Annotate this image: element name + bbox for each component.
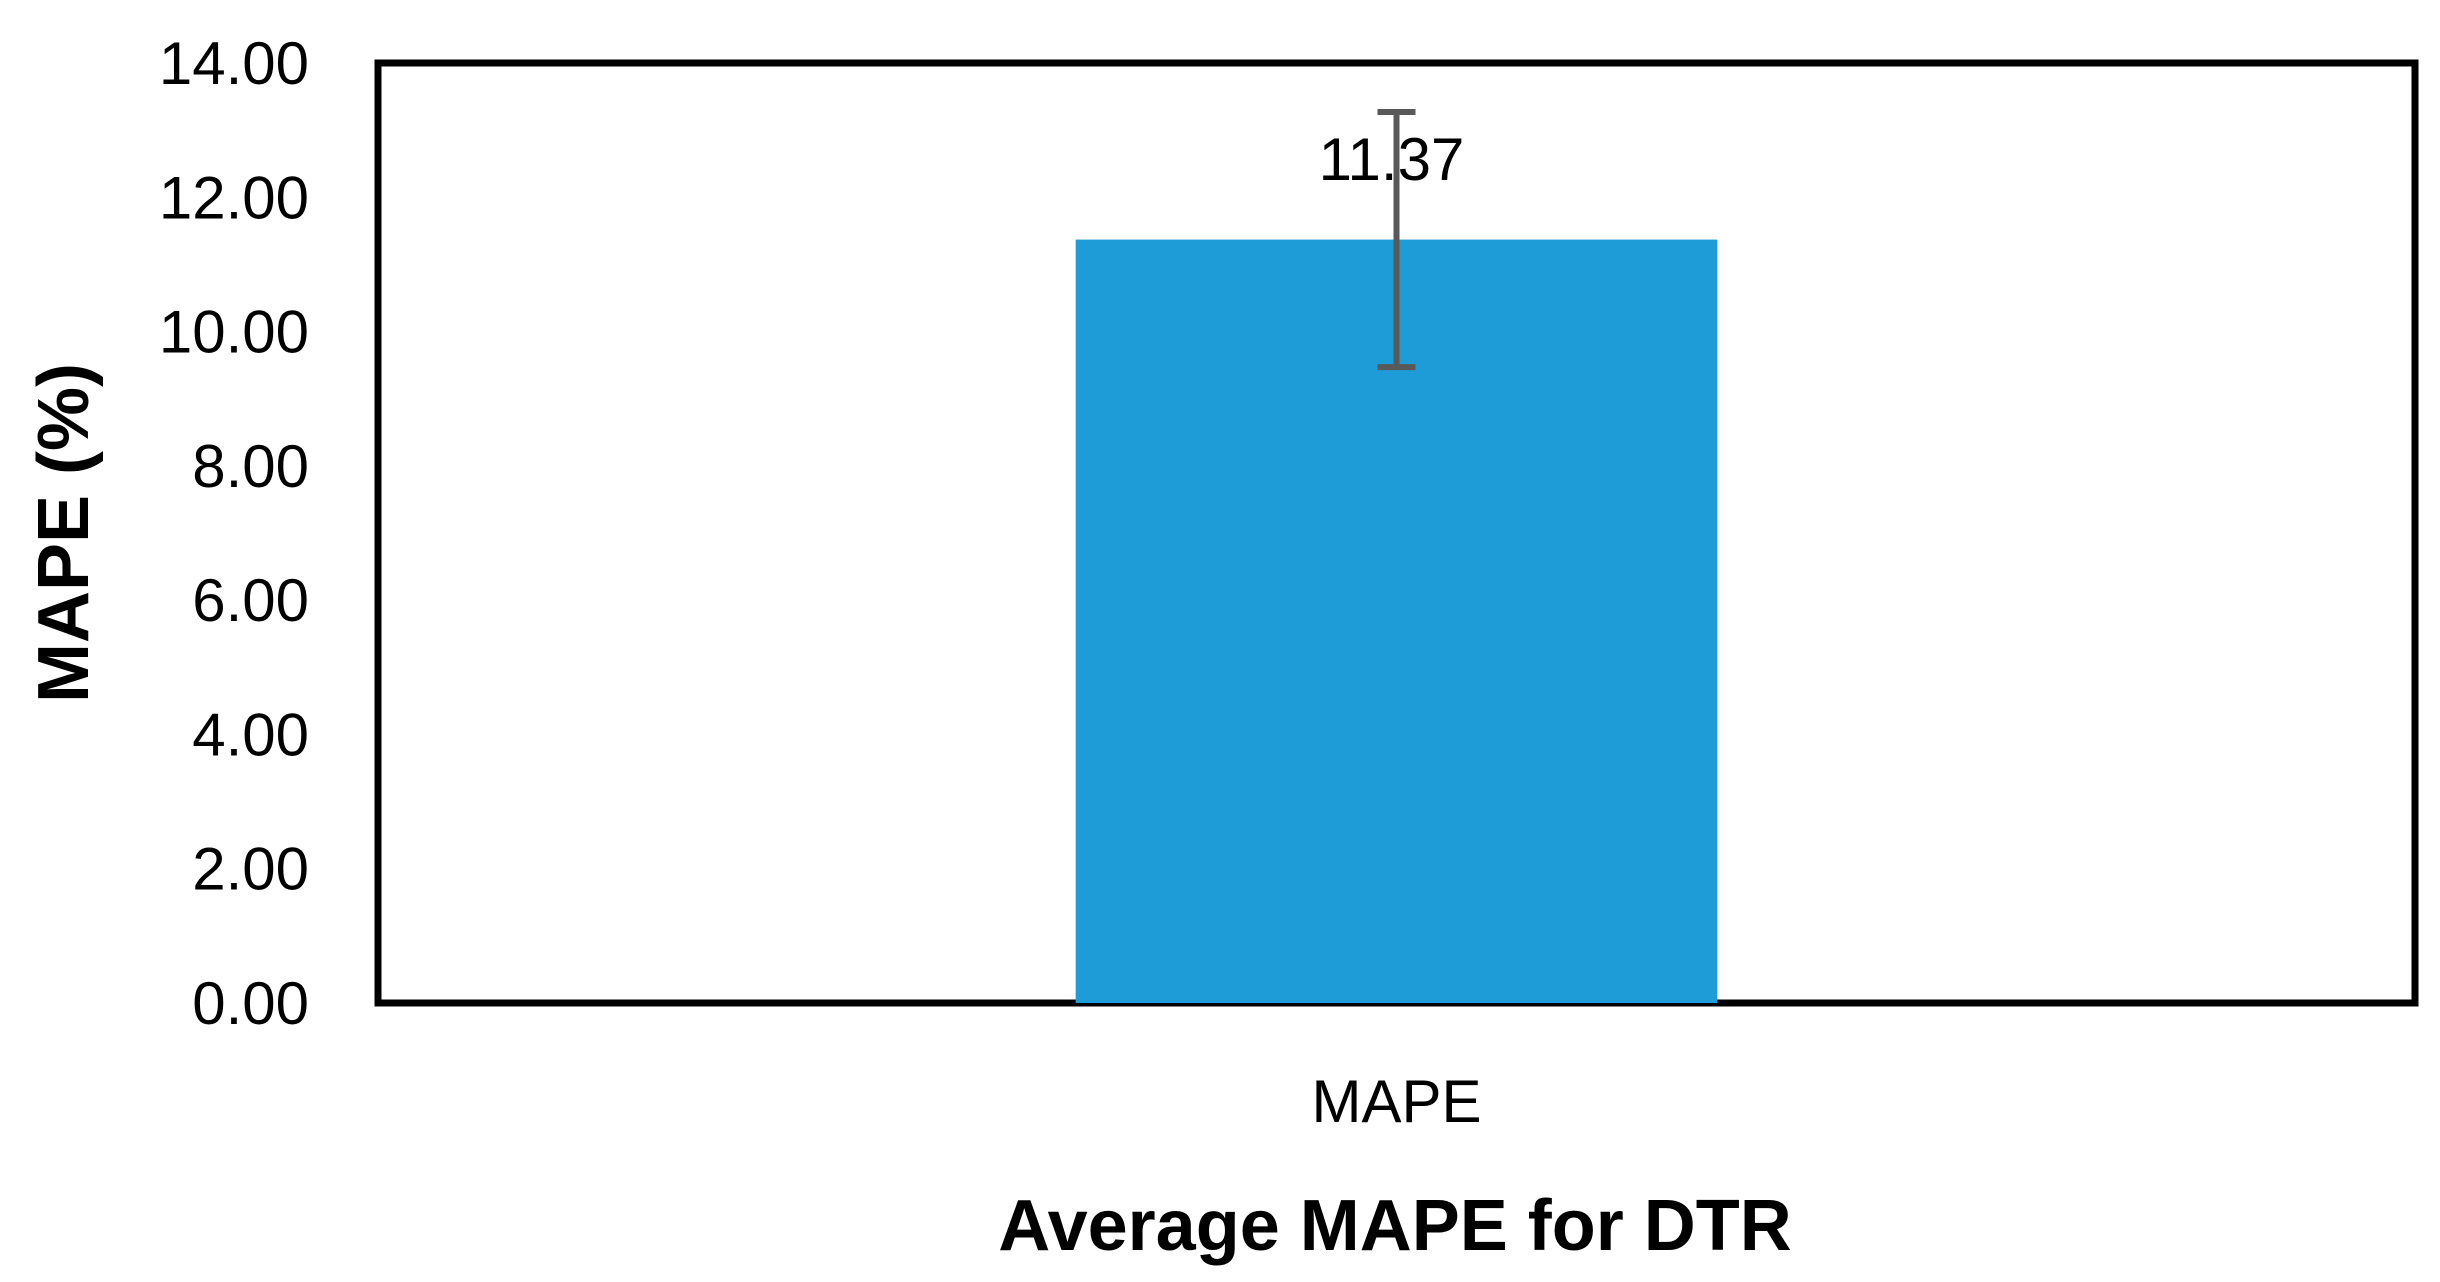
x-axis-title: Average MAPE for DTR — [998, 1186, 1791, 1266]
y-axis-title: MAPE (%) — [24, 363, 104, 703]
data-label: 11.37 — [1319, 126, 1465, 193]
data-labels: 11.37 — [1319, 126, 1465, 193]
x-category-labels: MAPE — [1311, 1068, 1481, 1135]
y-tick-labels: 0.00 2.00 4.00 6.00 8.00 10.00 12.00 14.00 — [159, 30, 309, 1037]
error-bars-layer — [1377, 109, 1416, 371]
y-tick-label: 14.00 — [159, 30, 309, 97]
y-tick-label: 0.00 — [192, 970, 309, 1037]
y-tick-label: 12.00 — [159, 164, 309, 231]
y-tick-label: 8.00 — [192, 433, 309, 500]
y-tick-label: 2.00 — [192, 836, 309, 903]
x-category-label: MAPE — [1311, 1068, 1481, 1135]
y-tick-label: 6.00 — [192, 567, 309, 634]
y-tick-label: 4.00 — [192, 701, 309, 768]
y-tick-label: 10.00 — [159, 299, 309, 366]
